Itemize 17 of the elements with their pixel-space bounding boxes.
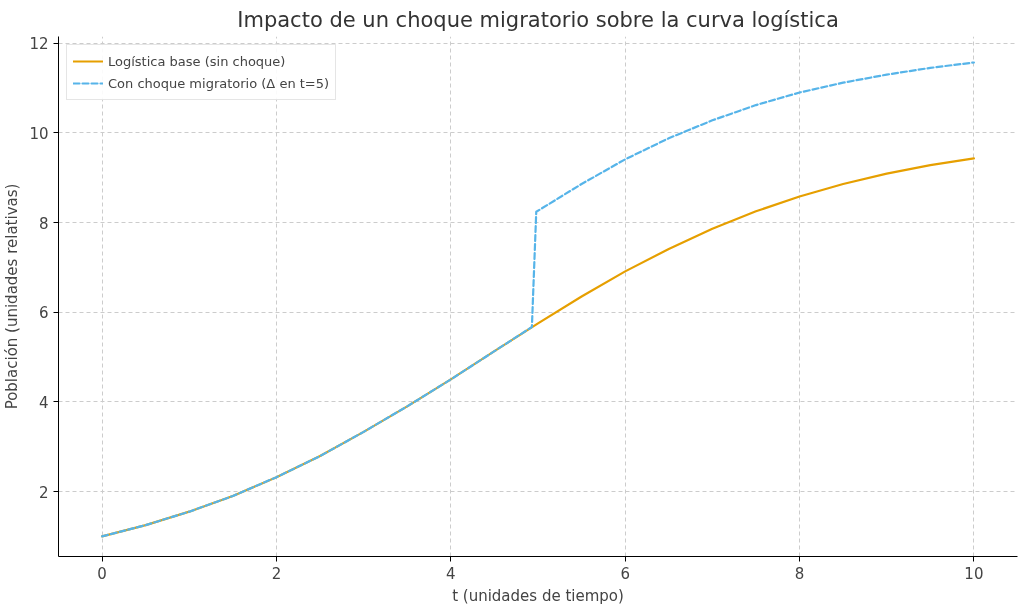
y-tick-label: 4 (38, 393, 49, 412)
y-tick-label: 12 (29, 35, 49, 54)
x-tick-label: 0 (97, 564, 107, 583)
y-tick-label: 10 (29, 124, 49, 143)
x-tick-label: 4 (446, 564, 456, 583)
x-tick-label: 8 (794, 564, 805, 583)
chart-title: Impacto de un choque migratorio sobre la curva logística (237, 7, 839, 32)
y-tick-label: 2 (38, 483, 49, 502)
x-tick-label: 10 (964, 564, 984, 583)
legend-label: Logística base (sin choque) (108, 53, 286, 69)
x-tick-label: 6 (620, 564, 630, 583)
x-axis-title: t (unidades de tiempo) (452, 586, 624, 605)
y-tick-label: 6 (38, 304, 49, 323)
y-tick-label: 8 (38, 214, 49, 233)
legend-label: Con choque migratorio (Δ en t=5) (108, 75, 330, 91)
x-tick-label: 2 (271, 564, 282, 583)
y-axis-title: Población (unidades relativas) (3, 183, 22, 410)
